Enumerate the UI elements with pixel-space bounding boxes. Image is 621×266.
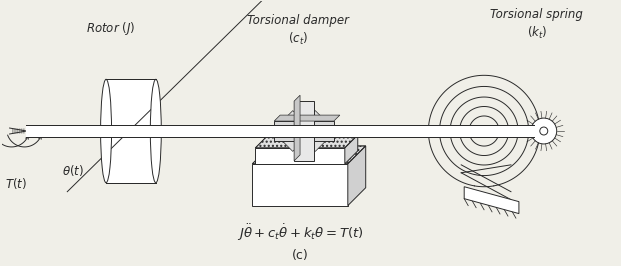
Polygon shape <box>284 111 324 151</box>
Polygon shape <box>255 148 345 164</box>
Text: $T(t)$: $T(t)$ <box>4 176 27 191</box>
Text: $J\ddot{\theta} + c_t\dot{\theta} + k_t\theta = T(t)$: $J\ddot{\theta} + c_t\dot{\theta} + k_t\… <box>237 222 363 243</box>
Polygon shape <box>294 101 314 161</box>
Polygon shape <box>106 79 156 183</box>
Polygon shape <box>345 135 358 164</box>
Text: Rotor $(J)$: Rotor $(J)$ <box>86 20 136 37</box>
Polygon shape <box>348 146 366 206</box>
Text: Torsional spring: Torsional spring <box>491 8 583 21</box>
Polygon shape <box>274 115 340 121</box>
Polygon shape <box>294 95 300 161</box>
Ellipse shape <box>150 79 161 183</box>
Ellipse shape <box>101 79 112 183</box>
Circle shape <box>540 127 548 135</box>
Polygon shape <box>464 187 519 214</box>
Text: $(c_t)$: $(c_t)$ <box>288 30 308 47</box>
Text: $(k_t)$: $(k_t)$ <box>527 24 547 41</box>
Polygon shape <box>284 111 324 151</box>
Circle shape <box>531 118 556 144</box>
Polygon shape <box>252 146 366 164</box>
Text: Torsional damper: Torsional damper <box>247 14 349 27</box>
Polygon shape <box>27 125 534 137</box>
Text: $\theta(t)$: $\theta(t)$ <box>62 163 84 178</box>
Polygon shape <box>27 125 534 137</box>
Polygon shape <box>274 121 334 141</box>
Text: (c): (c) <box>292 249 309 262</box>
Polygon shape <box>255 135 358 148</box>
Polygon shape <box>252 164 348 206</box>
